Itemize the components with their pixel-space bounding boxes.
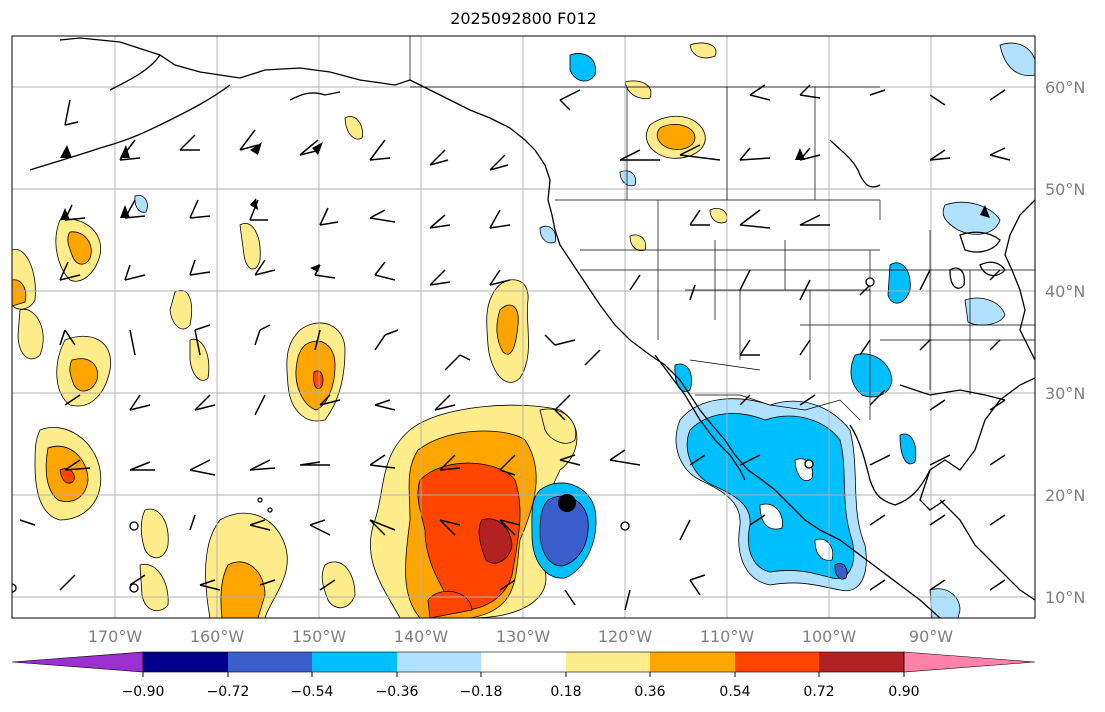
colorbar-extend-min <box>11 651 144 673</box>
calm-wind-circles <box>12 277 875 593</box>
lon-label: 150°W <box>292 627 347 646</box>
colorbar-tick-label: −0.90 <box>122 684 165 700</box>
political-borders <box>409 36 1035 421</box>
lon-label: 140°W <box>394 627 449 646</box>
lat-label: 30°N <box>1045 384 1085 403</box>
latitude-labels: 60°N 50°N 40°N 30°N 20°N 10°N <box>1045 78 1085 607</box>
lon-label: 90°W <box>909 627 953 646</box>
wind-barbs <box>19 84 1011 611</box>
lat-label: 20°N <box>1045 486 1085 505</box>
colorbar-segment <box>819 652 904 672</box>
colorbar-segment <box>650 652 735 672</box>
colorbar-tick-label: −0.36 <box>376 684 419 700</box>
map-title: 2025092800 F012 <box>450 9 597 28</box>
colorbar-segment <box>735 652 819 672</box>
colorbar-segment <box>228 652 312 672</box>
lon-label: 160°W <box>190 627 245 646</box>
lat-label: 60°N <box>1045 78 1085 97</box>
colorbar-tick-label: −0.72 <box>207 684 250 700</box>
colorbar-tick-label: 0.90 <box>888 684 919 700</box>
colorbar-tick-label: −0.18 <box>460 684 503 700</box>
cyclone-center-marker <box>558 494 576 512</box>
lon-label: 110°W <box>700 627 755 646</box>
lon-label: 170°W <box>88 627 143 646</box>
colorbar-segment <box>397 652 481 672</box>
longitude-labels: 170°W 160°W 150°W 140°W 130°W 120°W 110°… <box>88 627 953 646</box>
colorbar-segment <box>481 652 566 672</box>
lat-label: 50°N <box>1045 180 1085 199</box>
colorbar-segment <box>312 652 397 672</box>
lat-label: 40°N <box>1045 282 1085 301</box>
positive-anomaly-fill <box>12 42 728 618</box>
colorbar-segment <box>143 652 228 672</box>
wind-flags <box>60 142 990 272</box>
colorbar-frame <box>142 651 905 673</box>
colorbar-segment <box>566 652 650 672</box>
lon-label: 120°W <box>598 627 653 646</box>
colorbar-tick-label: 0.36 <box>634 684 665 700</box>
coastlines <box>29 37 1035 618</box>
colorbar-tick-label: 0.18 <box>550 684 581 700</box>
lon-label: 100°W <box>802 627 857 646</box>
colorbar-tick-label: 0.54 <box>719 684 750 700</box>
colorbar-tick-label: 0.72 <box>803 684 834 700</box>
colorbar: −0.90 −0.72 −0.54 −0.36 −0.18 0.18 0.36 … <box>11 651 1036 700</box>
map-frame <box>11 35 1036 619</box>
colorbar-tick-label: −0.54 <box>291 684 334 700</box>
lat-label: 10°N <box>1045 588 1085 607</box>
colorbar-extend-max <box>903 651 1036 673</box>
lon-label: 130°W <box>496 627 551 646</box>
